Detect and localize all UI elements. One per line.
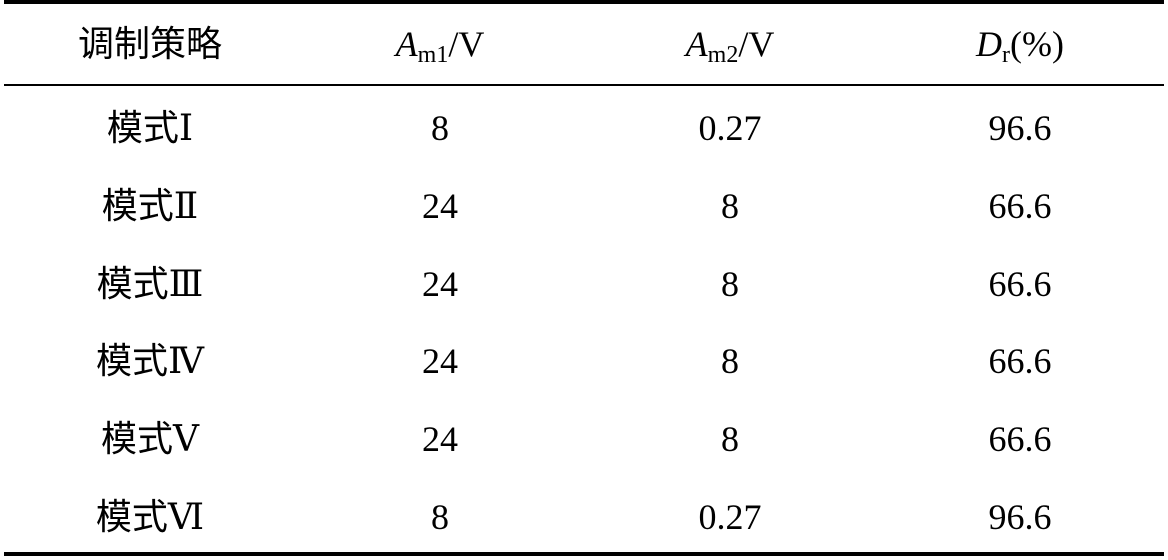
header-unit: /V [738,24,775,64]
value-cell: 8 [721,341,739,382]
value-cell: 8 [721,419,739,460]
header-subscript: m1 [417,42,449,68]
value-cell: 66.6 [988,341,1052,382]
header-rule [4,84,1164,86]
header-subscript: m2 [707,42,739,68]
header-cell: Am1/V [295,22,585,77]
header-text: 调制策略 [77,24,222,64]
value-cell: 0.27 [698,497,762,537]
value-cell: 8 [721,263,739,304]
value-cell: 8 [431,108,449,148]
bottom-rule [4,552,1164,556]
header-symbol: D [976,24,1003,64]
value-cell: 0.27 [698,108,762,148]
value-cell: 96.6 [988,497,1052,537]
mode-label: 模式Ⅳ [96,341,204,382]
header-cell: 调制策略 [5,22,295,66]
value-cell: 24 [422,185,458,226]
value-cell: 66.6 [988,185,1052,226]
mode-label: 模式Ⅵ [95,497,205,537]
value-cell: 96.6 [988,108,1052,148]
mode-label: 模式Ⅴ [101,419,199,460]
value-cell: 24 [422,341,458,382]
value-cell: 66.6 [988,263,1052,304]
value-cell: 24 [422,419,458,460]
value-cell: 24 [422,263,458,304]
header-subscript: r [1002,42,1011,68]
value-cell: 66.6 [988,419,1052,460]
value-cell: 8 [431,497,449,537]
header-unit: /V [448,24,485,64]
mode-label: 模式Ⅲ [96,263,204,304]
mode-label: 模式Ⅱ [101,185,199,226]
top-rule [4,0,1164,4]
mode-label: 模式Ⅰ [106,108,194,148]
header-symbol: A [685,24,708,64]
header-unit: (%) [1010,24,1064,64]
value-cell: 8 [721,185,739,226]
header-symbol: A [395,24,418,64]
header-cell: Am2/V [585,22,875,77]
header-cell: Dr(%) [875,22,1165,77]
